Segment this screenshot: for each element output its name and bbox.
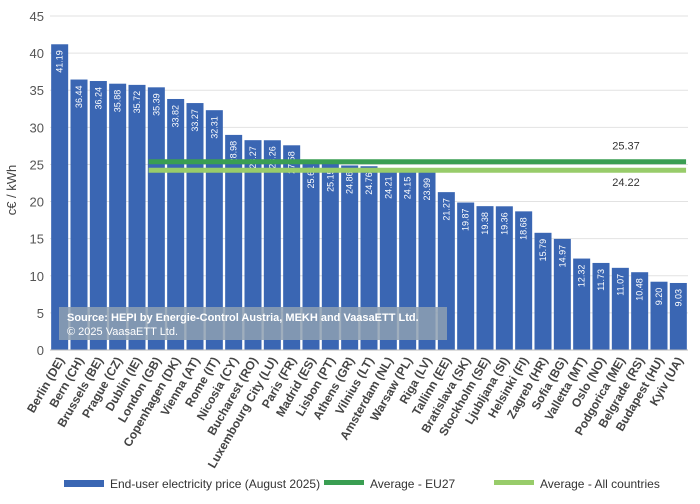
bar-value-label: 35.39 (151, 93, 161, 116)
bar-value-label: 19.36 (499, 212, 509, 235)
y-tick-label: 40 (30, 46, 44, 61)
legend-label-all: Average - All countries (540, 477, 660, 491)
bars: 41.19 36.44 36.24 35.88 35.72 35.39 33.82 33.27… (51, 44, 687, 351)
bar-value-label: 18.68 (519, 217, 529, 240)
legend-swatch-price (64, 480, 104, 487)
y-tick-label: 45 (30, 9, 44, 24)
bar-value-label: 36.44 (74, 86, 84, 109)
bar-value-label: 9.03 (673, 289, 683, 307)
bar-value-label: 32.31 (209, 116, 219, 139)
bar-value-label: 12.32 (577, 265, 587, 288)
bar (244, 140, 262, 350)
bar-value-label: 28.27 (248, 146, 258, 169)
legend-swatch-eu27 (324, 480, 364, 485)
bar (302, 159, 320, 350)
bar-value-label: 15.79 (538, 239, 548, 262)
bar-value-label: 24.76 (364, 172, 374, 195)
bar-value-label: 24.21 (383, 176, 393, 199)
bar (476, 206, 494, 350)
y-tick-label: 10 (30, 269, 44, 284)
bar-value-label: 41.19 (55, 50, 65, 73)
bar (592, 262, 610, 350)
bar-value-label: 25.15 (325, 169, 335, 192)
bar-value-label: 24.15 (403, 177, 413, 200)
source-line-1: Source: HEPI by Energie-Control Austria,… (67, 312, 419, 324)
bar-value-label: 10.48 (635, 278, 645, 301)
bar (109, 83, 127, 350)
legend-label-price: End-user electricity price (August 2025) (110, 477, 320, 491)
bar-value-label: 33.27 (190, 109, 200, 132)
y-axis-ticks: 0 5 10 15 20 25 30 35 40 45 (30, 9, 44, 358)
legend-swatch-all (494, 480, 534, 485)
bar (51, 44, 69, 351)
y-axis-title: c€ / kWh (4, 165, 19, 216)
bar-value-label: 33.82 (171, 105, 181, 128)
bar-value-label: 25.61 (306, 166, 316, 189)
bar (147, 87, 165, 351)
bar-value-label: 9.20 (654, 288, 664, 306)
bar (418, 171, 436, 350)
bar (515, 211, 533, 350)
bar-value-label: 23.99 (422, 178, 432, 201)
bar-value-label: 35.88 (113, 90, 123, 113)
bar (631, 272, 649, 350)
average-lines: 25.37 24.22 (148, 141, 687, 189)
bar (89, 81, 107, 350)
legend-label-eu27: Average - EU27 (370, 477, 455, 491)
source-box: Source: HEPI by Energie-Control Austria,… (59, 307, 447, 340)
bar (283, 145, 301, 350)
average-label-eu27: 25.37 (612, 141, 640, 153)
bar (379, 170, 397, 350)
y-tick-label: 0 (37, 343, 44, 358)
bar (611, 267, 629, 350)
y-tick-label: 30 (30, 120, 44, 135)
bar (360, 166, 378, 350)
bar-value-label: 21.27 (441, 198, 451, 221)
bar (263, 140, 281, 350)
source-line-2: © 2025 VaasaETT Ltd. (67, 326, 178, 338)
bar (553, 238, 571, 350)
average-label-all: 24.22 (612, 177, 640, 189)
bar-value-label: 36.24 (93, 87, 103, 110)
legend: End-user electricity price (August 2025)… (64, 477, 660, 491)
bar-value-label: 28.98 (229, 141, 239, 164)
bar (669, 282, 687, 350)
bar-value-label: 19.87 (461, 209, 471, 232)
bar (399, 170, 417, 350)
bar (186, 103, 204, 350)
bar (70, 79, 88, 350)
bar (457, 202, 475, 350)
bar-value-label: 28.26 (267, 146, 277, 169)
bar-value-label: 19.38 (480, 212, 490, 235)
bar (128, 84, 146, 350)
bar (650, 281, 668, 350)
bar (321, 163, 339, 350)
y-tick-label: 35 (30, 83, 44, 98)
bar-value-label: 35.72 (132, 91, 142, 114)
y-tick-label: 15 (30, 232, 44, 247)
bar (341, 165, 359, 350)
y-tick-label: 25 (30, 157, 44, 172)
bar (534, 232, 552, 350)
bar-value-label: 11.07 (615, 274, 625, 296)
bar-value-label: 24.86 (345, 171, 355, 194)
bar (495, 206, 513, 350)
bar-value-label: 11.73 (596, 269, 606, 291)
bar (573, 258, 591, 350)
y-tick-label: 20 (30, 195, 44, 210)
source-box-background (59, 307, 447, 340)
category-labels: Berlin (DE)Bern (CH)Brussels (BE)Prague … (24, 354, 686, 470)
bar-value-label: 14.97 (557, 245, 567, 268)
bar (225, 134, 243, 350)
y-tick-label: 5 (37, 306, 44, 321)
